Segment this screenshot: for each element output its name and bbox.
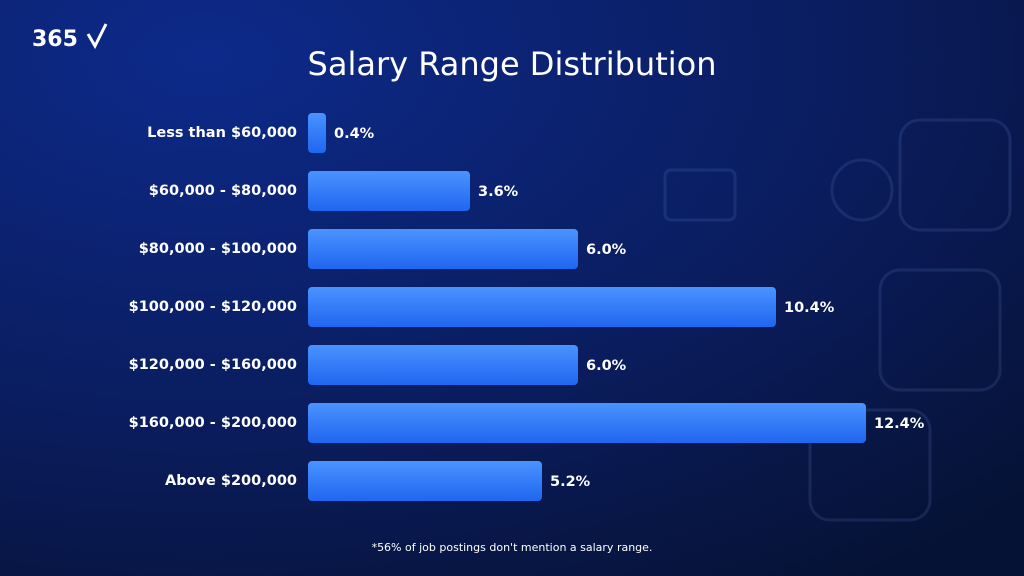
category-label: Less than $60,000 (147, 125, 297, 141)
bar (308, 229, 578, 269)
value-label: 12.4% (874, 416, 925, 432)
logo: 365 (32, 27, 78, 52)
bar (308, 287, 776, 327)
logo-icon (86, 23, 108, 50)
bar (308, 461, 542, 501)
category-label: $80,000 - $100,000 (139, 241, 297, 257)
chart-title: Salary Range Distribution (308, 45, 717, 83)
bar (308, 403, 866, 443)
value-label: 6.0% (586, 242, 627, 258)
bar (308, 171, 470, 211)
value-label: 6.0% (586, 358, 627, 374)
value-label: 5.2% (550, 474, 591, 490)
value-label: 0.4% (334, 126, 375, 142)
category-label: $160,000 - $200,000 (129, 415, 297, 431)
bar (308, 113, 326, 153)
value-label: 10.4% (784, 300, 835, 316)
category-label: Above $200,000 (165, 473, 297, 489)
footnote: *56% of job postings don't mention a sal… (372, 541, 653, 554)
category-label: $60,000 - $80,000 (149, 183, 297, 199)
bar (308, 345, 578, 385)
category-label: $100,000 - $120,000 (129, 299, 297, 315)
category-label: $120,000 - $160,000 (129, 357, 297, 373)
value-label: 3.6% (478, 184, 519, 200)
decor-icons (663, 118, 1012, 522)
